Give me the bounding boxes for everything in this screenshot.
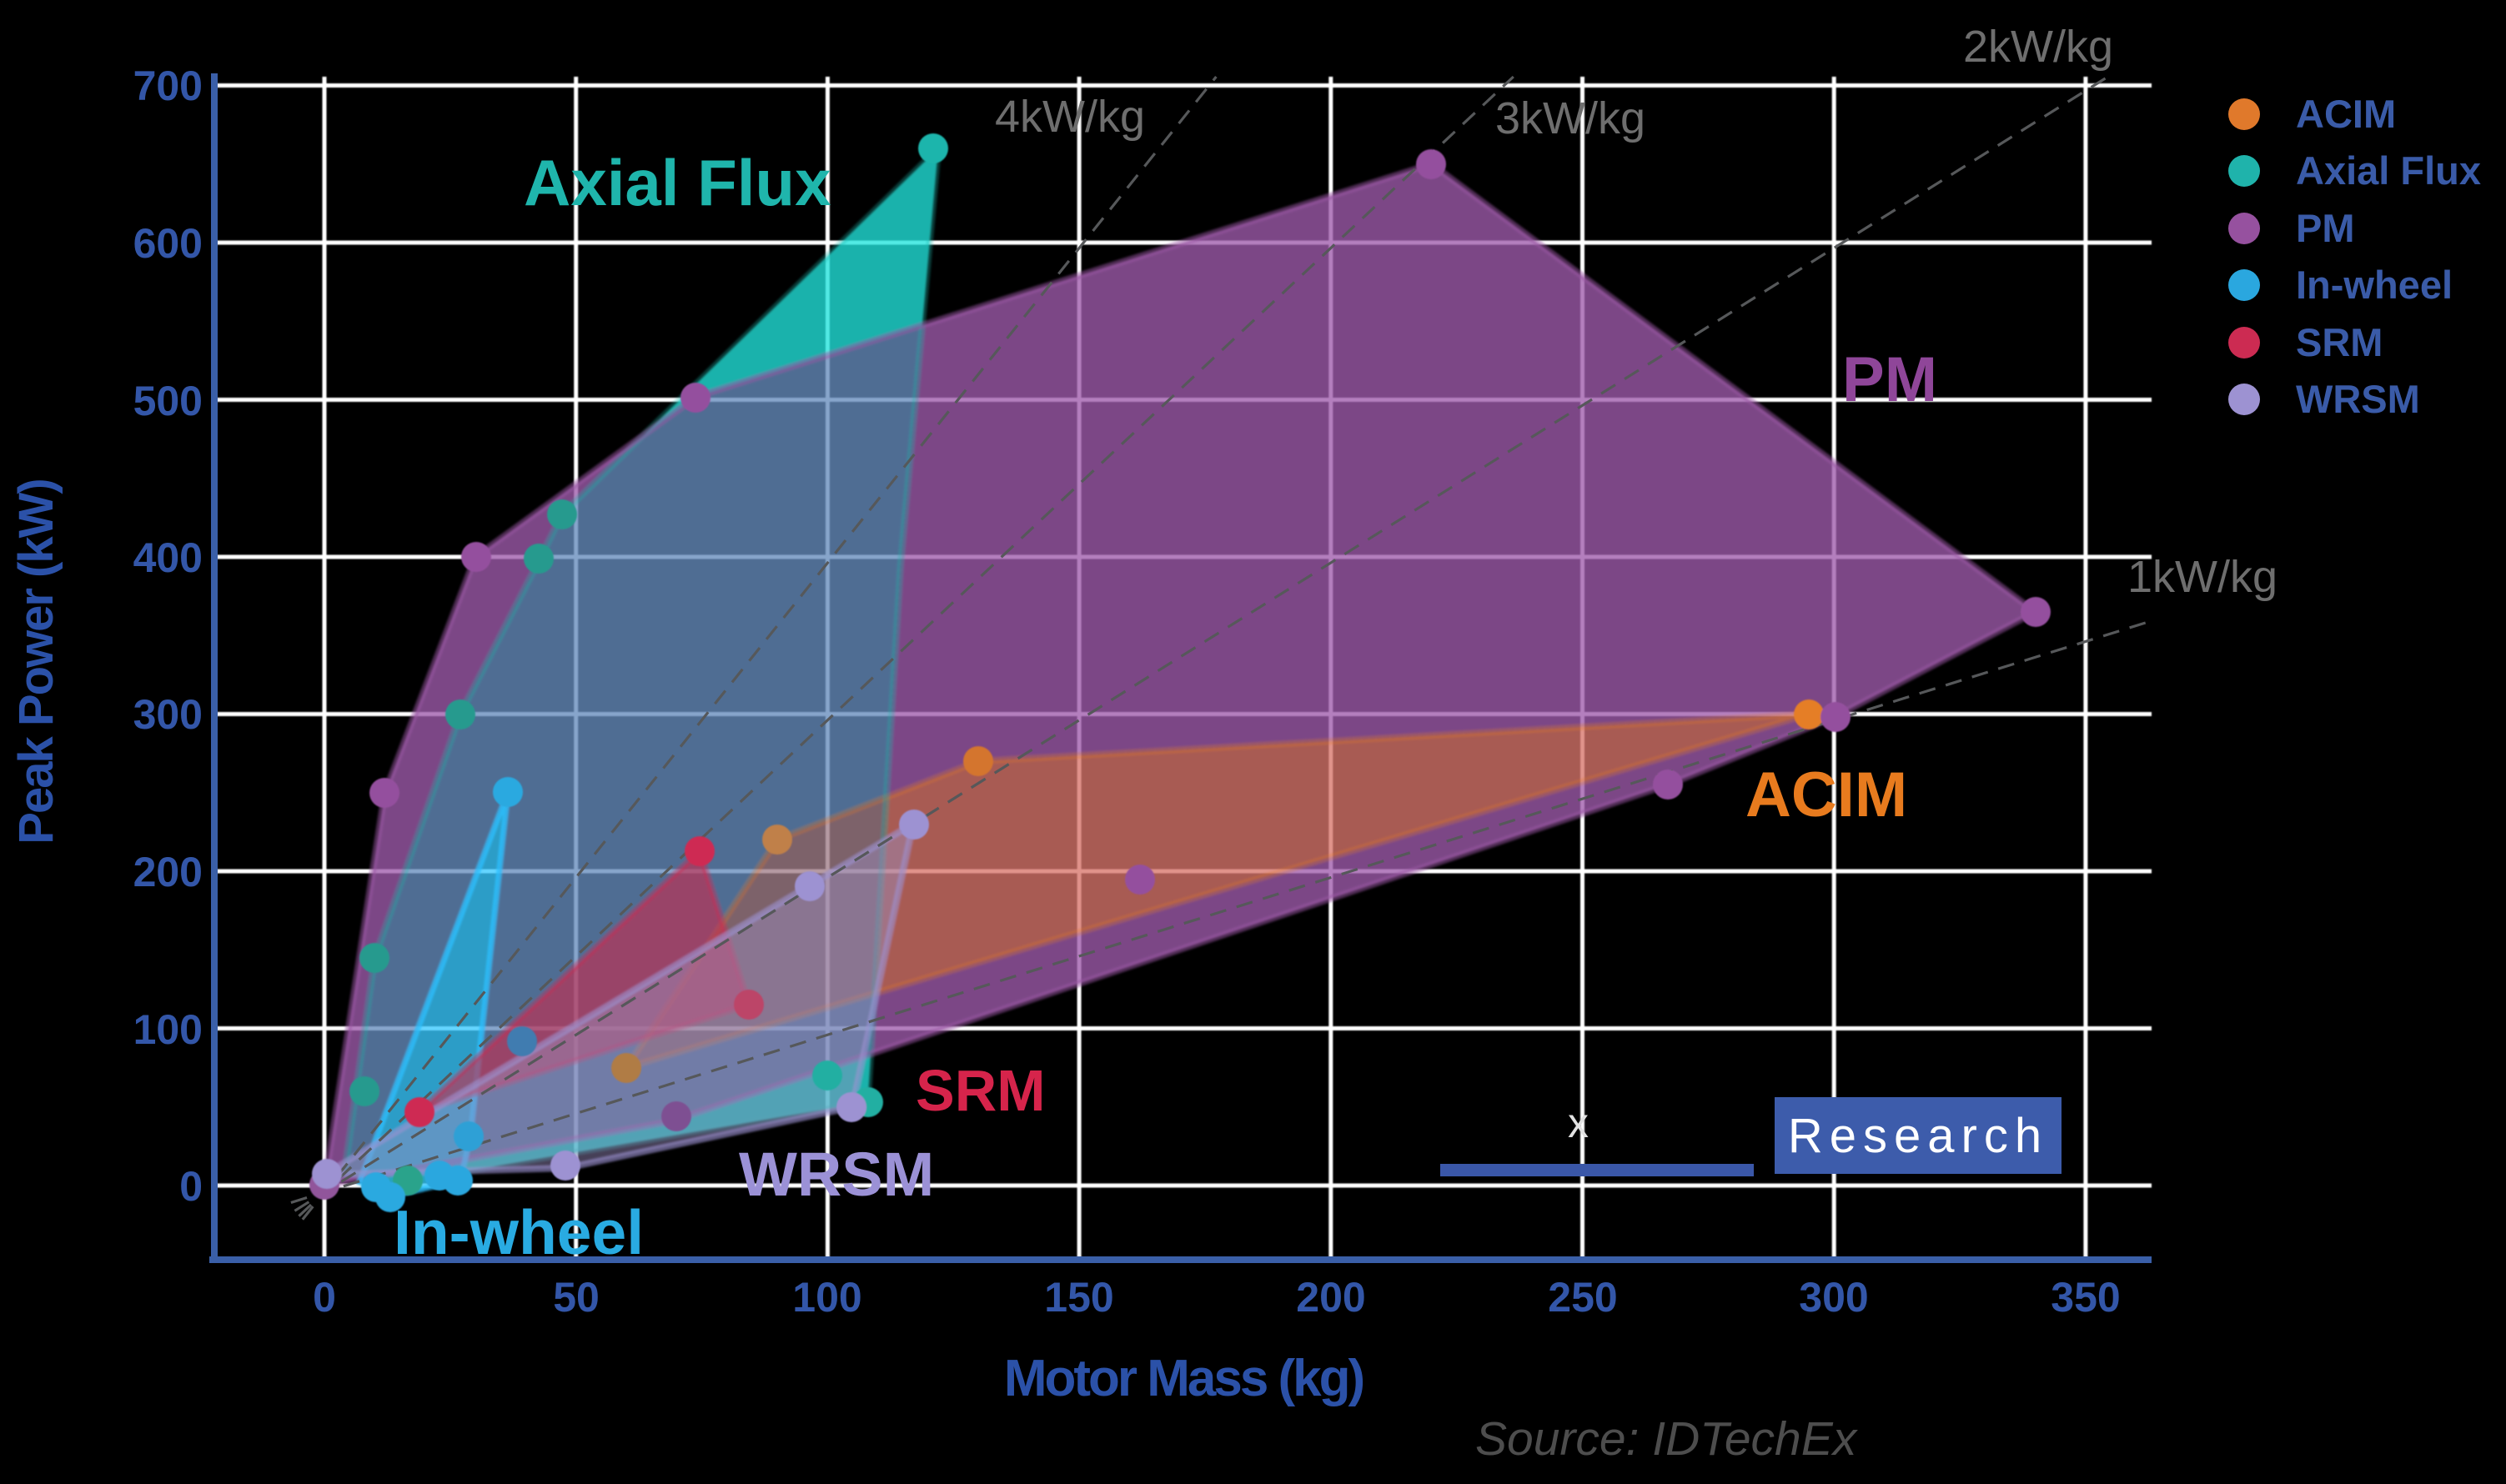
svg-text:400: 400 (133, 534, 203, 581)
svg-text:250: 250 (1548, 1274, 1617, 1321)
svg-text:Research: Research (1788, 1109, 2048, 1163)
svg-text:PM: PM (2296, 206, 2355, 250)
svg-text:SRM: SRM (916, 1058, 1046, 1123)
svg-text:350: 350 (2051, 1274, 2120, 1321)
svg-text:4kW/kg: 4kW/kg (995, 92, 1145, 142)
svg-text:In-wheel: In-wheel (2296, 263, 2453, 307)
svg-text:In-wheel: In-wheel (394, 1197, 644, 1267)
svg-text:x: x (1568, 1100, 1589, 1146)
svg-text:0: 0 (179, 1163, 203, 1210)
svg-text:500: 500 (133, 378, 203, 424)
svg-text:0: 0 (313, 1274, 336, 1321)
svg-text:50: 50 (553, 1274, 600, 1321)
svg-text:100: 100 (792, 1274, 861, 1321)
svg-text:150: 150 (1044, 1274, 1113, 1321)
svg-text:SRM: SRM (2296, 320, 2383, 364)
svg-text:Axial Flux: Axial Flux (2296, 148, 2481, 193)
svg-text:2kW/kg: 2kW/kg (1963, 22, 2113, 72)
svg-text:Motor Mass (kg): Motor Mass (kg) (1004, 1350, 1363, 1407)
svg-text:200: 200 (133, 849, 203, 895)
svg-text:100: 100 (133, 1006, 203, 1053)
svg-text:ACIM: ACIM (1745, 760, 1907, 830)
svg-text:300: 300 (1799, 1274, 1868, 1321)
svg-text:Peak Power (kW): Peak Power (kW) (9, 479, 63, 844)
svg-text:Axial Flux: Axial Flux (524, 146, 831, 219)
svg-text:1kW/kg: 1kW/kg (2127, 552, 2277, 602)
svg-text:WRSM: WRSM (739, 1140, 934, 1209)
svg-text:ACIM: ACIM (2296, 92, 2396, 136)
svg-text:3kW/kg: 3kW/kg (1495, 93, 1645, 143)
svg-text:PM: PM (1842, 344, 1937, 415)
svg-text:600: 600 (133, 220, 203, 267)
svg-text:WRSM: WRSM (2296, 377, 2420, 421)
svg-text:700: 700 (133, 63, 203, 109)
svg-text:300: 300 (133, 691, 203, 738)
svg-text:Source: IDTechEx: Source: IDTechEx (1475, 1412, 1859, 1466)
svg-text:200: 200 (1296, 1274, 1365, 1321)
